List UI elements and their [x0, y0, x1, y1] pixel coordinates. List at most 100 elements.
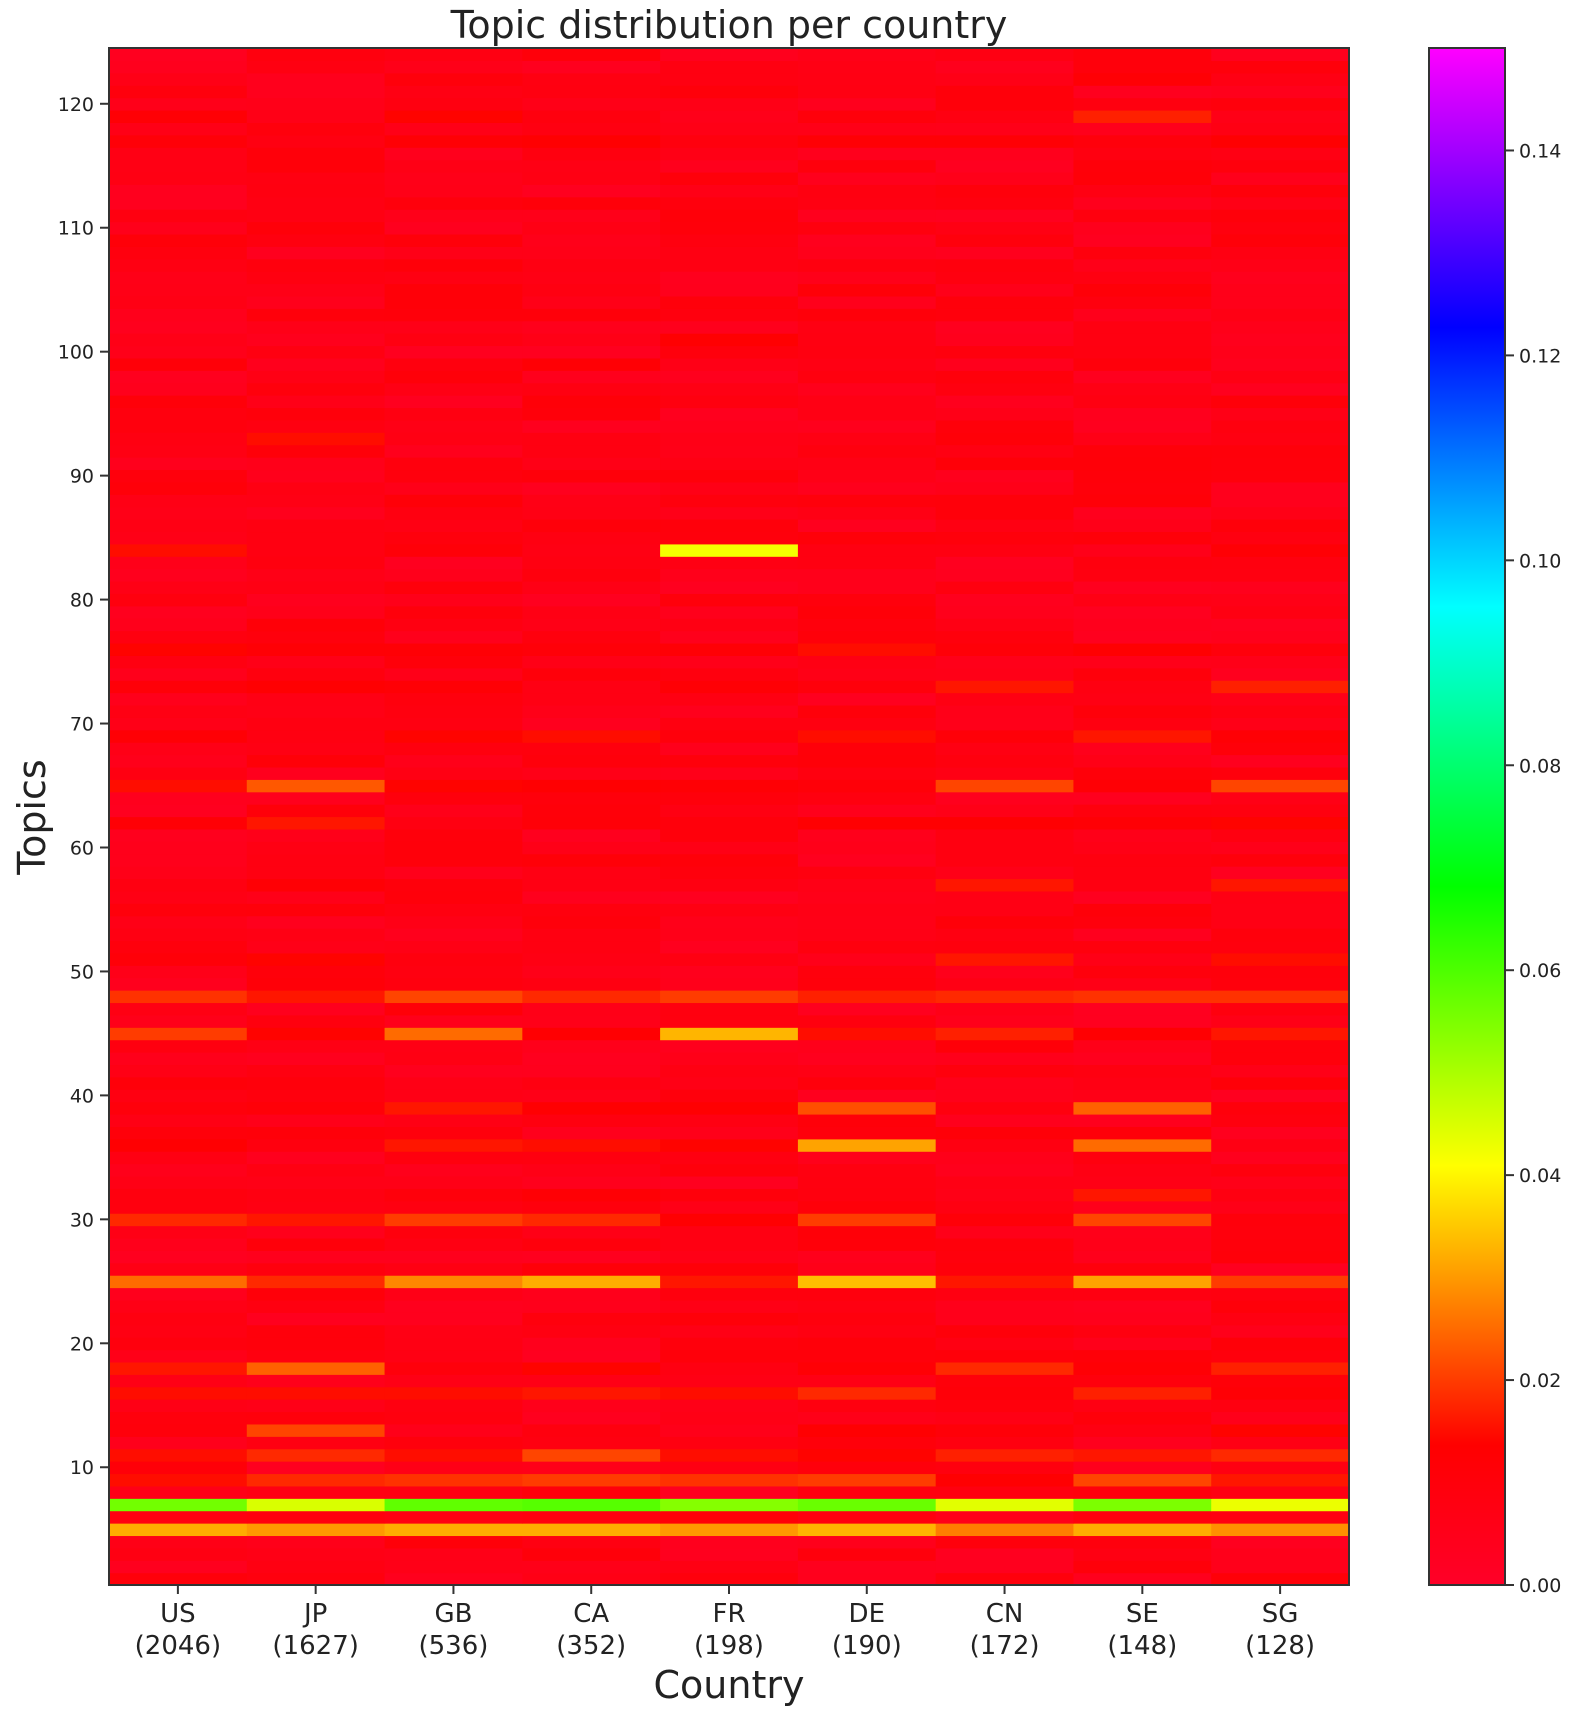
heatmap-cell — [109, 122, 248, 136]
heatmap-cell — [109, 680, 248, 694]
heatmap-cell — [522, 593, 661, 607]
heatmap-cell — [935, 779, 1075, 793]
heatmap-cell — [1073, 853, 1212, 867]
heatmap-cell — [522, 1027, 661, 1041]
heatmap-cell — [1073, 1002, 1212, 1016]
heatmap-cell — [246, 1473, 386, 1487]
heatmap-cell — [109, 791, 248, 805]
heatmap-cell — [797, 965, 937, 979]
heatmap-cell — [660, 395, 799, 409]
heatmap-cell — [246, 519, 386, 533]
heatmap-cell — [246, 1188, 386, 1202]
heatmap-cell — [935, 1386, 1075, 1400]
heatmap-cell — [1211, 444, 1350, 458]
heatmap-cell — [1211, 1076, 1350, 1090]
heatmap-cell — [1211, 531, 1350, 545]
heatmap-cell — [935, 605, 1075, 619]
y-tick-label: 80 — [70, 590, 94, 612]
heatmap-cell — [246, 580, 386, 594]
heatmap-cell — [246, 593, 386, 607]
heatmap-cell — [1073, 1225, 1212, 1239]
heatmap-cell — [1211, 419, 1350, 433]
heatmap-cell — [109, 1002, 248, 1016]
heatmap-cell — [109, 258, 248, 272]
heatmap-cell — [935, 295, 1075, 309]
heatmap-cell — [384, 692, 523, 706]
heatmap-cell — [246, 1200, 386, 1214]
heatmap-cell — [1073, 1547, 1212, 1561]
heatmap-cell — [935, 742, 1075, 756]
heatmap-cell — [1073, 618, 1212, 632]
heatmap-cell — [797, 519, 937, 533]
heatmap-cell — [384, 1089, 523, 1103]
heatmap-cell — [1073, 60, 1212, 74]
heatmap-cell — [935, 853, 1075, 867]
heatmap-cell — [797, 457, 937, 471]
heatmap-cell — [522, 605, 661, 619]
heatmap-cell — [1211, 605, 1350, 619]
heatmap-cell — [1073, 704, 1212, 718]
heatmap-cell — [660, 60, 799, 74]
heatmap-cell — [935, 1485, 1075, 1499]
heatmap-cell — [109, 1138, 248, 1152]
x-tick-count: (352) — [556, 1631, 626, 1661]
heatmap-cell — [109, 729, 248, 743]
heatmap-cell — [384, 766, 523, 780]
heatmap-cell — [246, 1287, 386, 1301]
heatmap-cell — [1211, 60, 1350, 74]
heatmap-cell — [109, 903, 248, 917]
heatmap-cell — [384, 1027, 523, 1041]
heatmap-cell — [797, 1287, 937, 1301]
heatmap-cell — [109, 742, 248, 756]
heatmap-cell — [246, 1213, 386, 1227]
heatmap-cell — [1211, 171, 1350, 185]
heatmap-cell — [109, 494, 248, 508]
heatmap-cell — [660, 630, 799, 644]
heatmap-cell — [935, 1287, 1075, 1301]
heatmap-cell — [660, 531, 799, 545]
heatmap-cell — [1211, 878, 1350, 892]
heatmap-cell — [1211, 1287, 1350, 1301]
heatmap-cell — [522, 308, 661, 322]
heatmap-cell — [384, 246, 523, 260]
heatmap-cell — [522, 1386, 661, 1400]
heatmap-cell — [660, 642, 799, 656]
heatmap-cell — [522, 295, 661, 309]
heatmap-cell — [935, 531, 1075, 545]
heatmap-cell — [522, 1225, 661, 1239]
heatmap-cell — [522, 1473, 661, 1487]
heatmap-cell — [797, 1448, 937, 1462]
heatmap-cell — [109, 519, 248, 533]
heatmap-cell — [522, 506, 661, 520]
heatmap-cell — [935, 1461, 1075, 1475]
heatmap-cell — [797, 506, 937, 520]
heatmap-cell — [797, 1039, 937, 1053]
heatmap-cell — [109, 1324, 248, 1338]
heatmap-cell — [1073, 122, 1212, 136]
heatmap-cell — [797, 952, 937, 966]
heatmap-cell — [797, 1535, 937, 1549]
heatmap-cell — [384, 48, 523, 61]
heatmap-cell — [384, 1113, 523, 1127]
heatmap-cell — [384, 1349, 523, 1363]
heatmap-cell — [246, 1337, 386, 1351]
heatmap-cell — [660, 258, 799, 272]
heatmap-cell — [109, 1225, 248, 1239]
heatmap-cell — [522, 246, 661, 260]
x-tick-count: (148) — [1107, 1631, 1177, 1661]
heatmap-cell — [522, 1299, 661, 1313]
heatmap-cell — [109, 1287, 248, 1301]
heatmap-cell — [246, 1014, 386, 1028]
heatmap-cell — [797, 97, 937, 111]
heatmap-cell — [246, 667, 386, 681]
heatmap-cell — [522, 432, 661, 446]
heatmap-cell — [1211, 655, 1350, 669]
heatmap-cell — [522, 717, 661, 731]
heatmap-cell — [246, 928, 386, 942]
heatmap-cell — [1211, 494, 1350, 508]
heatmap-cell — [797, 1213, 937, 1227]
heatmap-cell — [384, 1052, 523, 1066]
heatmap-cell — [660, 766, 799, 780]
heatmap-cell — [797, 866, 937, 880]
heatmap-cell — [797, 642, 937, 656]
